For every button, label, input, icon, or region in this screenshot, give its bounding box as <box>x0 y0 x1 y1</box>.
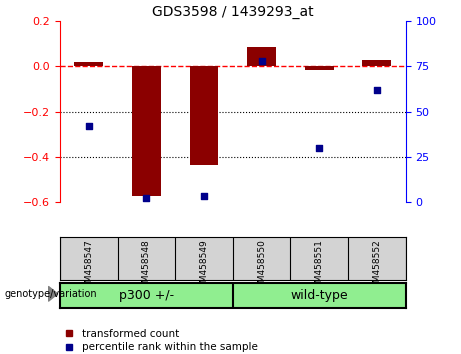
Bar <box>247 47 276 67</box>
Bar <box>74 62 103 67</box>
Point <box>142 195 150 201</box>
Point <box>85 123 92 129</box>
Text: genotype/variation: genotype/variation <box>5 289 97 299</box>
Bar <box>362 59 391 67</box>
Text: p300 +/-: p300 +/- <box>119 289 174 302</box>
Point <box>315 145 323 150</box>
Text: GSM458548: GSM458548 <box>142 239 151 294</box>
Text: GSM458549: GSM458549 <box>200 239 208 294</box>
Point <box>200 194 207 199</box>
Text: GSM458552: GSM458552 <box>372 239 381 294</box>
Text: GSM458550: GSM458550 <box>257 239 266 294</box>
Bar <box>189 67 219 165</box>
Text: wild-type: wild-type <box>290 289 348 302</box>
Point <box>258 58 266 64</box>
Text: GSM458551: GSM458551 <box>315 239 324 294</box>
Bar <box>132 67 161 196</box>
Legend: transformed count, percentile rank within the sample: transformed count, percentile rank withi… <box>65 329 258 352</box>
Polygon shape <box>48 286 58 301</box>
Title: GDS3598 / 1439293_at: GDS3598 / 1439293_at <box>152 5 313 19</box>
Bar <box>305 67 334 70</box>
Text: GSM458547: GSM458547 <box>84 239 93 294</box>
Point <box>373 87 381 93</box>
